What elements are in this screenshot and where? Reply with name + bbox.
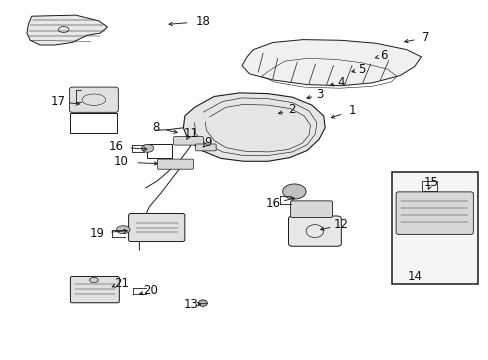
- Polygon shape: [242, 40, 421, 86]
- Text: 14: 14: [407, 270, 421, 283]
- Text: 6: 6: [379, 49, 386, 62]
- Text: 1: 1: [347, 104, 355, 117]
- Text: 3: 3: [316, 88, 324, 101]
- Text: 19: 19: [89, 227, 104, 240]
- Text: 20: 20: [143, 284, 158, 297]
- Ellipse shape: [141, 144, 153, 152]
- FancyBboxPatch shape: [395, 192, 472, 234]
- Ellipse shape: [282, 184, 305, 199]
- Text: 4: 4: [337, 76, 345, 89]
- Polygon shape: [27, 15, 107, 45]
- Text: 2: 2: [287, 103, 295, 116]
- Ellipse shape: [198, 300, 207, 306]
- Text: 5: 5: [357, 63, 365, 76]
- Text: 7: 7: [421, 31, 428, 44]
- Text: 9: 9: [204, 136, 212, 149]
- Text: 8: 8: [151, 121, 159, 134]
- FancyBboxPatch shape: [173, 136, 203, 145]
- Bar: [421, 181, 436, 191]
- FancyBboxPatch shape: [157, 159, 193, 169]
- FancyBboxPatch shape: [288, 216, 341, 246]
- FancyBboxPatch shape: [70, 276, 119, 303]
- Text: 10: 10: [114, 156, 128, 168]
- Text: 12: 12: [333, 219, 348, 231]
- FancyBboxPatch shape: [290, 201, 332, 217]
- FancyBboxPatch shape: [128, 213, 184, 242]
- FancyBboxPatch shape: [195, 144, 216, 151]
- Polygon shape: [183, 93, 325, 161]
- Text: 18: 18: [195, 15, 210, 28]
- FancyBboxPatch shape: [69, 87, 118, 112]
- Text: 17: 17: [50, 95, 65, 108]
- Text: 16: 16: [265, 197, 280, 210]
- Text: 16: 16: [109, 140, 123, 153]
- Bar: [146, 144, 172, 158]
- Bar: [391, 172, 477, 284]
- Text: 11: 11: [183, 127, 198, 140]
- Text: 15: 15: [423, 176, 438, 189]
- Ellipse shape: [116, 226, 130, 234]
- Text: 21: 21: [114, 277, 128, 290]
- Text: 13: 13: [183, 298, 198, 311]
- Ellipse shape: [89, 278, 98, 283]
